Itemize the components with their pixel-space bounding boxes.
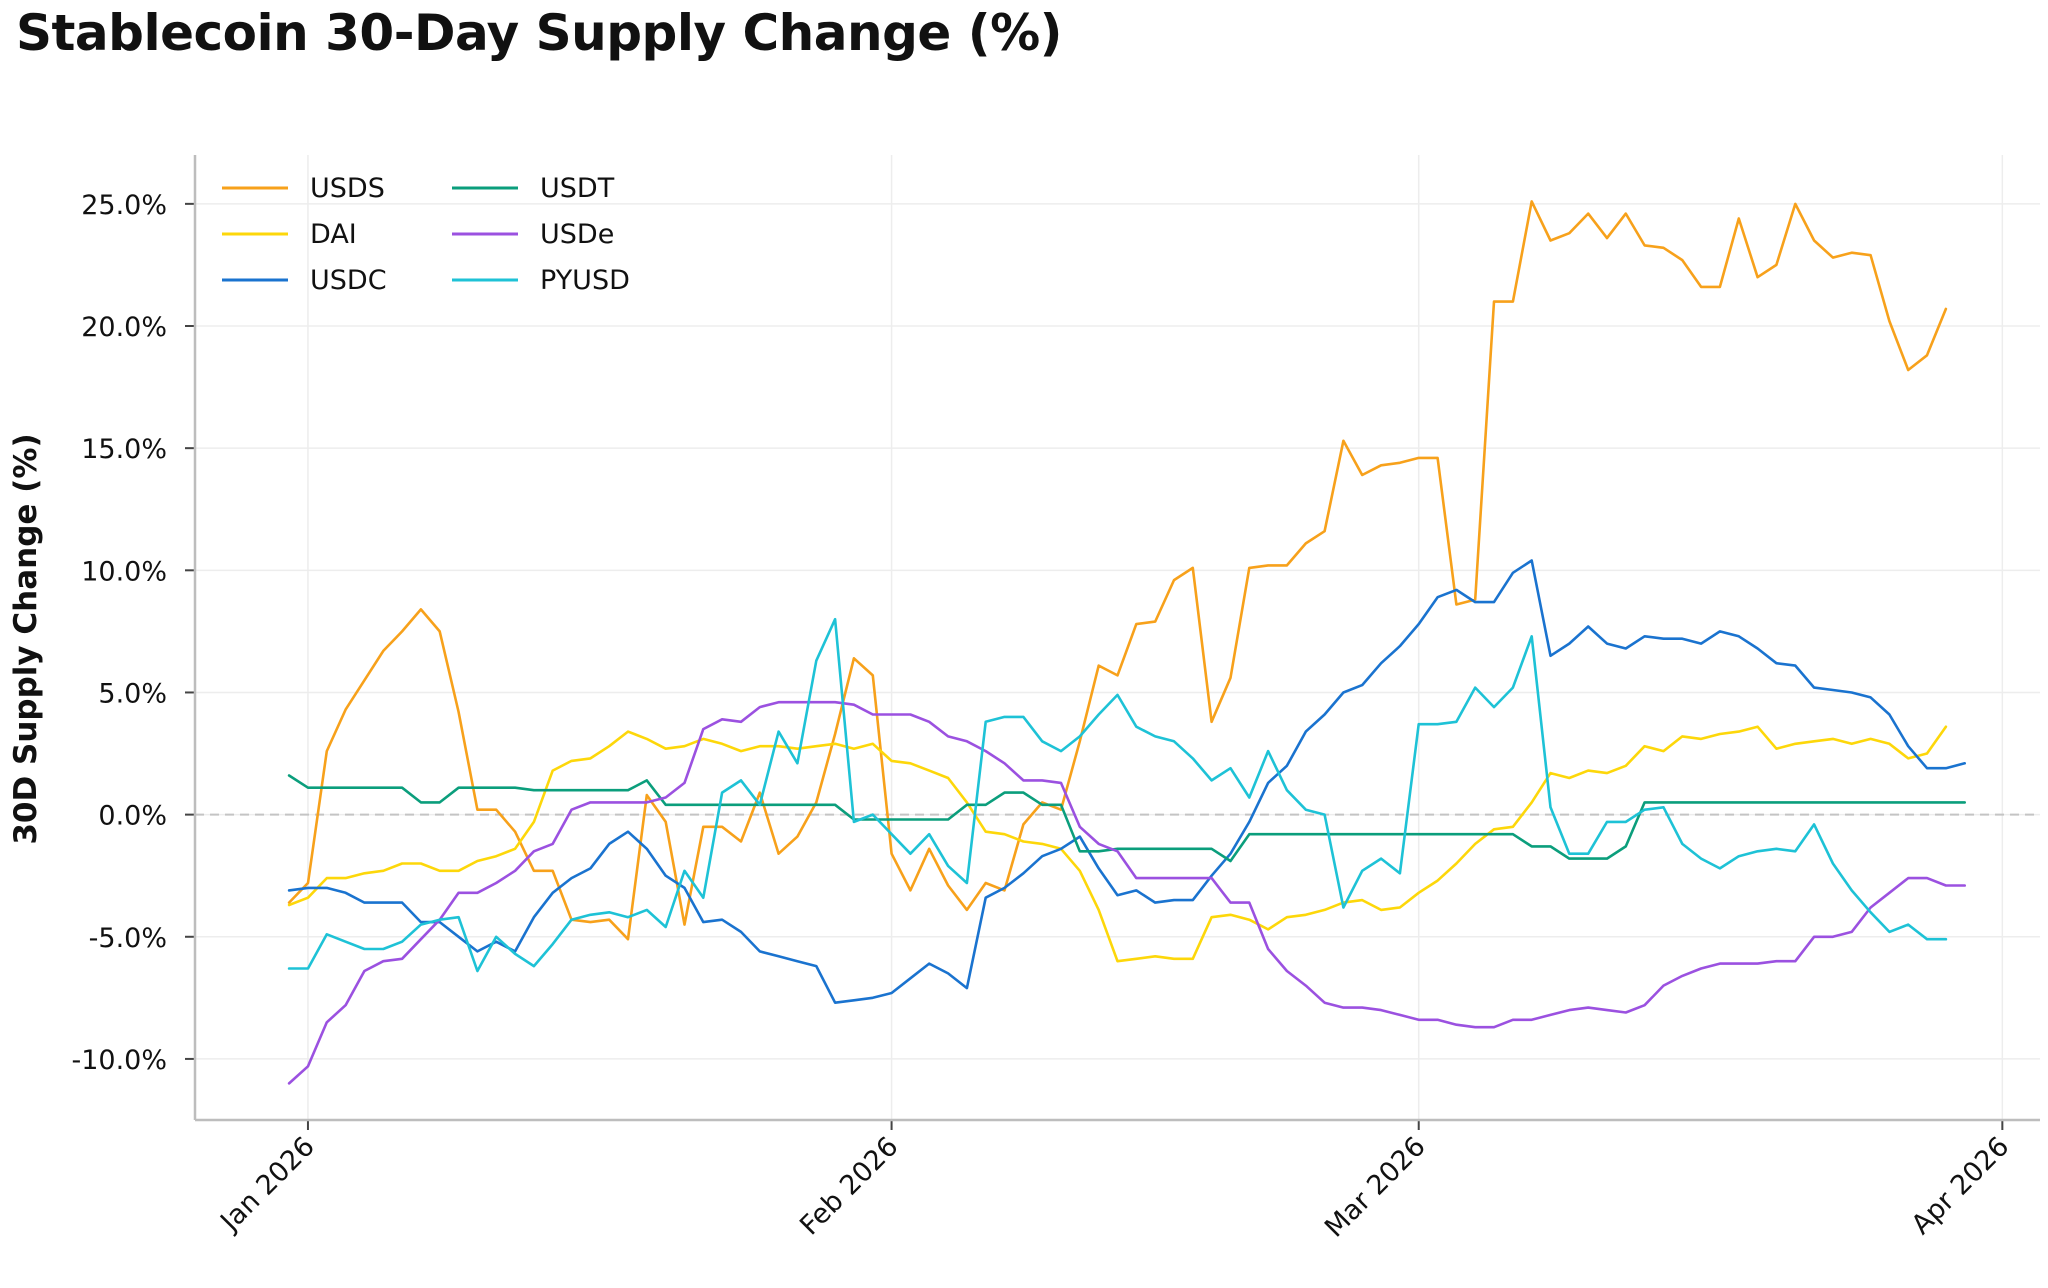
x-tick-label: Mar 2026	[1319, 1131, 1432, 1244]
x-tick-label: Jan 2026	[213, 1131, 320, 1238]
x-tick-labels: Jan 2026 Feb 2026 Mar 2026 Apr 2026	[213, 1131, 2015, 1244]
x-tick-label: Feb 2026	[794, 1131, 904, 1241]
axes	[185, 155, 2040, 1130]
grid-lines	[195, 155, 2040, 1120]
y-tick-label: 15.0%	[81, 434, 167, 465]
legend-label-usdc: USDC	[310, 265, 387, 296]
y-axis-title: 30D Supply Change (%)	[8, 433, 44, 844]
x-tick-label: Apr 2026	[1906, 1131, 2016, 1241]
legend-label-usdt: USDT	[540, 173, 615, 204]
series-lines	[289, 201, 1965, 1083]
y-tick-labels: 25.0% 20.0% 15.0% 10.0% 5.0% 0.0% -5.0% -10.0%	[71, 190, 167, 1076]
y-tick-label: -10.0%	[71, 1045, 167, 1076]
legend: USDS DAI USDC USDT USDe PYUSD	[222, 173, 630, 296]
y-tick-label: 25.0%	[81, 190, 167, 221]
legend-label-usds: USDS	[310, 173, 385, 204]
legend-label-dai: DAI	[310, 219, 357, 250]
legend-label-usde: USDe	[540, 219, 614, 250]
series-line-dai	[289, 727, 1946, 962]
y-tick-label: -5.0%	[89, 923, 167, 954]
y-tick-label: 5.0%	[98, 678, 167, 709]
legend-label-pyusd: PYUSD	[540, 265, 630, 296]
y-tick-label: 0.0%	[98, 801, 167, 832]
y-tick-label: 10.0%	[81, 556, 167, 587]
y-tick-label: 20.0%	[81, 312, 167, 343]
